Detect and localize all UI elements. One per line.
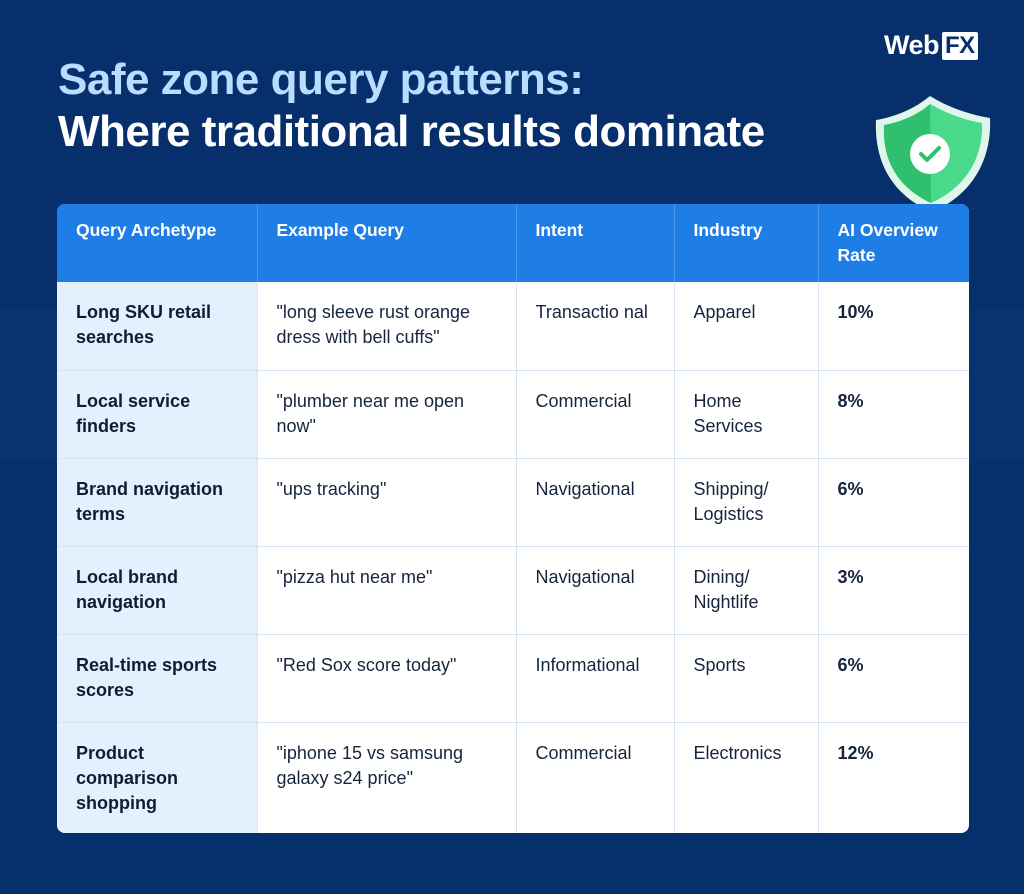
- cell-archetype: Local service finders: [57, 370, 258, 459]
- cell-industry: Dining/ Nightlife: [674, 546, 819, 635]
- table-header-row: Query Archetype Example Query Intent Ind…: [57, 204, 969, 282]
- webfx-logo: Web FX: [884, 30, 978, 61]
- cell-intent: Navigational: [516, 546, 675, 635]
- header-intent: Intent: [516, 204, 675, 282]
- cell-intent: Commercial: [516, 370, 675, 459]
- cell-intent: Navigational: [516, 458, 675, 547]
- cell-rate: 3%: [818, 546, 969, 635]
- cell-intent: Commercial: [516, 722, 675, 833]
- logo-fx: FX: [942, 31, 978, 60]
- cell-archetype: Long SKU retail searches: [57, 282, 258, 371]
- table-row: Long SKU retail searches "long sleeve ru…: [57, 282, 969, 371]
- query-patterns-table: Query Archetype Example Query Intent Ind…: [57, 204, 969, 833]
- cell-intent: Informational: [516, 634, 675, 723]
- cell-rate: 12%: [837, 742, 874, 763]
- title-line-1: Safe zone query patterns:: [58, 55, 584, 104]
- cell-rate: 8%: [818, 370, 969, 459]
- page-title: Safe zone query patterns: Where traditio…: [58, 54, 878, 158]
- table-row: Local service finders "plumber near me o…: [57, 370, 969, 459]
- table-row: Local brand navigation "pizza hut near m…: [57, 546, 969, 635]
- header-example-query: Example Query: [257, 204, 517, 282]
- cell-rate: 10%: [818, 282, 969, 371]
- cell-industry: Sports: [674, 634, 819, 723]
- title-line-2: Where traditional results dominate: [58, 107, 765, 156]
- cell-intent: Transactio nal: [516, 282, 675, 371]
- cell-industry: Electronics: [674, 722, 819, 833]
- cell-query: "Red Sox score today": [257, 634, 517, 723]
- cell-rate: 6%: [818, 634, 969, 723]
- header-query-archetype: Query Archetype: [57, 204, 258, 282]
- table-row: Real-time sports scores "Red Sox score t…: [57, 634, 969, 723]
- cell-archetype: Local brand navigation: [57, 546, 258, 635]
- cell-query: "long sleeve rust orange dress with bell…: [257, 282, 517, 371]
- cell-industry: Apparel: [674, 282, 819, 371]
- table-row: Brand navigation terms "ups tracking" Na…: [57, 458, 969, 547]
- cell-query: "pizza hut near me": [257, 546, 517, 635]
- cell-query: "ups tracking": [257, 458, 517, 547]
- cell-industry: Shipping/ Logistics: [674, 458, 819, 547]
- cell-query: "plumber near me open now": [257, 370, 517, 459]
- header-ai-overview-rate: AI Overview Rate: [818, 204, 969, 282]
- cell-industry: Home Services: [674, 370, 819, 459]
- cell-archetype: Product comparison shopping: [57, 722, 258, 833]
- logo-web: Web: [884, 30, 940, 60]
- cell-rate: 6%: [818, 458, 969, 547]
- header-industry: Industry: [674, 204, 819, 282]
- cell-query: "iphone 15 vs samsung galaxy s24 price": [257, 722, 517, 833]
- cell-archetype: Brand navigation terms: [57, 458, 258, 547]
- cell-archetype: Real-time sports scores: [57, 634, 258, 723]
- table-row: Product comparison shopping "iphone 15 v…: [57, 722, 969, 833]
- shield-check-icon: [875, 96, 991, 212]
